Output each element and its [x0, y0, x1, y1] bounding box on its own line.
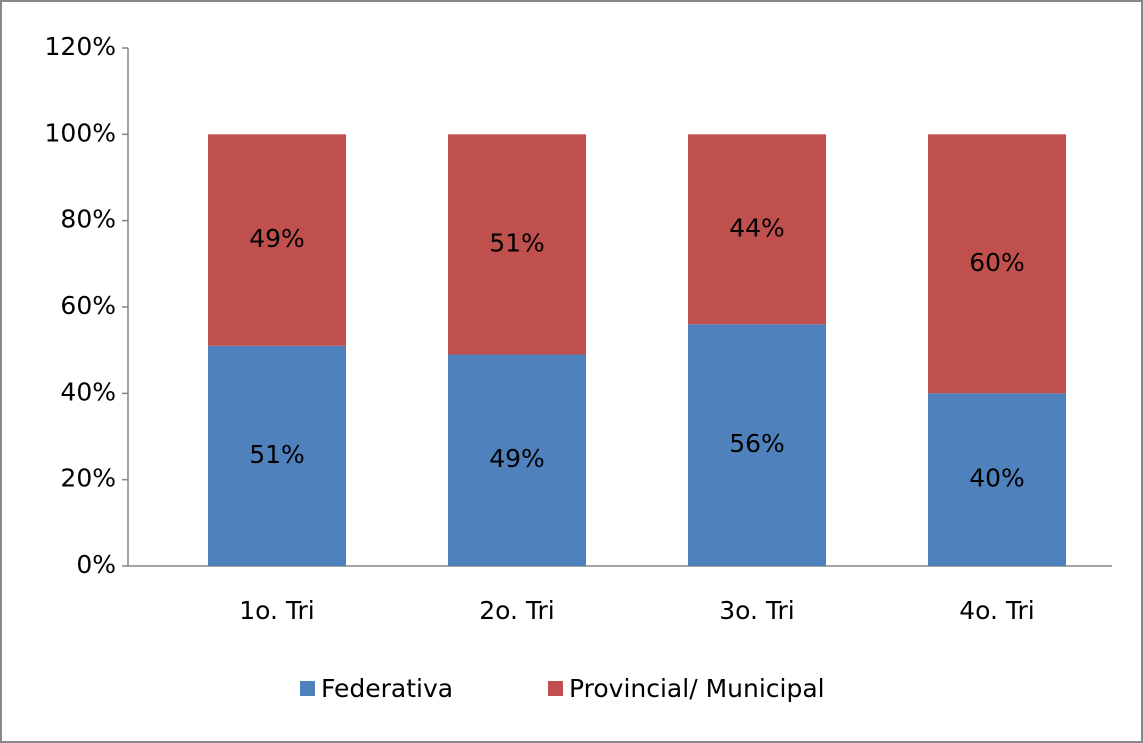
y-tick-label: 0% [76, 550, 116, 579]
legend-swatch [548, 681, 563, 696]
legend-label: Federativa [321, 674, 453, 703]
bar-segment [688, 134, 826, 325]
data-label: 44% [729, 213, 785, 242]
y-tick-label: 80% [60, 205, 116, 234]
bar-segment [688, 324, 826, 566]
y-tick-label: 100% [45, 118, 116, 147]
y-tick-label: 40% [60, 377, 116, 406]
data-label: 49% [489, 444, 545, 473]
x-tick-label: 4o. Tri [959, 596, 1034, 625]
data-label: 49% [249, 224, 305, 253]
bar-segment [448, 134, 586, 355]
legend-label: Provincial/ Municipal [569, 674, 825, 703]
data-label: 51% [489, 228, 545, 257]
x-tick-label: 2o. Tri [479, 596, 554, 625]
data-label: 60% [969, 248, 1025, 277]
y-tick-label: 20% [60, 464, 116, 493]
bar-segment [928, 134, 1066, 394]
bar-segment [448, 354, 586, 566]
data-label: 51% [249, 440, 305, 469]
data-label: 40% [969, 464, 1025, 493]
data-label: 56% [729, 429, 785, 458]
y-tick-label: 120% [45, 32, 116, 61]
legend-swatch [300, 681, 315, 696]
bar-segment [208, 134, 346, 346]
x-tick-label: 3o. Tri [719, 596, 794, 625]
bar-segment [208, 345, 346, 566]
y-tick-label: 60% [60, 291, 116, 320]
bar-segment [928, 393, 1066, 566]
x-tick-label: 1o. Tri [239, 596, 314, 625]
